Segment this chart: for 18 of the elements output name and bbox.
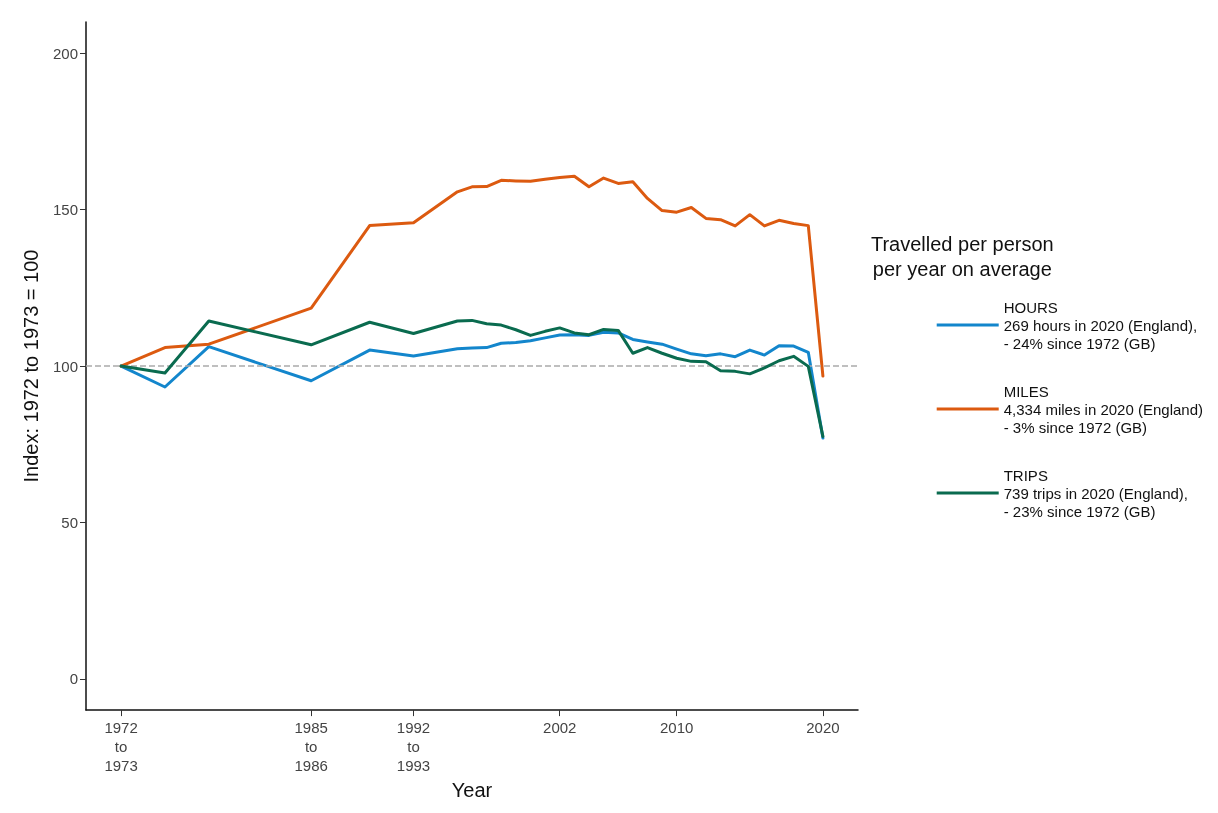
y-tick-label: 50: [61, 513, 78, 531]
y-axis-title: Index: 1972 to 1973 = 100: [20, 249, 42, 483]
x-tick-label: 1992 to 1993: [396, 719, 431, 775]
y-tick-label: 150: [52, 201, 78, 219]
x-tick-label: 2010: [660, 719, 694, 737]
legend-title: Travelled per person per year on average: [870, 232, 1054, 280]
x-tick-label: 1985 to 1986: [294, 719, 328, 775]
legend-label: HOURS 269 hours in 2020 (England), - 24% since 1972 (GB): [1003, 298, 1198, 352]
y-tick-label: 200: [52, 44, 78, 62]
line-series: [119, 174, 825, 378]
x-tick-label: 1972 to 1973: [104, 719, 138, 775]
y-tick-label: 100: [52, 357, 78, 375]
x-tick-label: 2020: [806, 719, 840, 737]
legend-label: MILES 4,334 miles in 2020 (England) - 3% since 1972 (GB): [1003, 382, 1203, 436]
legend-label: TRIPS 739 trips in 2020 (England), - 23% since 1972 (GB): [1003, 466, 1188, 520]
x-axis-title: Year: [451, 779, 493, 801]
x-tick-label: 2002: [543, 719, 577, 737]
y-tick-label: 0: [69, 670, 78, 688]
